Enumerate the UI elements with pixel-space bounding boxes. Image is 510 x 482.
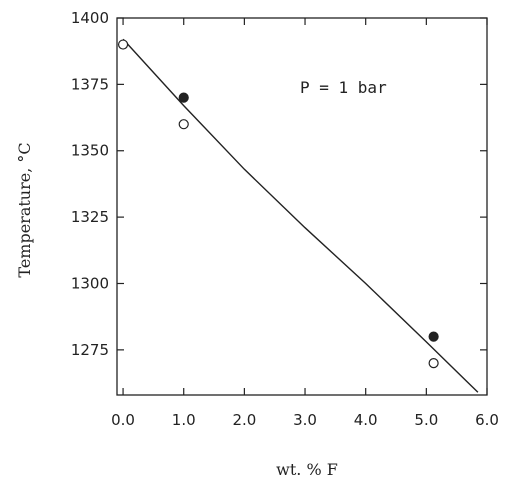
- x-tick-label: 4.0: [354, 411, 378, 429]
- y-tick-label: 1325: [71, 208, 109, 226]
- x-tick-label: 1.0: [172, 411, 196, 429]
- x-tick-label: 2.0: [232, 411, 256, 429]
- filled-data-point: [178, 92, 189, 103]
- y-axis-title: Temperature, °C: [15, 142, 34, 277]
- y-tick-label: 1275: [71, 341, 109, 359]
- filled-data-point: [428, 331, 439, 342]
- open-data-point: [428, 358, 439, 369]
- fit-line: [122, 38, 479, 393]
- x-tick-label: 6.0: [475, 411, 499, 429]
- y-tick-label: 1300: [71, 274, 109, 292]
- open-data-point: [178, 119, 189, 130]
- x-tick-label: 5.0: [414, 411, 438, 429]
- x-axis-title: wt. % F: [276, 460, 338, 479]
- open-data-point: [117, 39, 129, 50]
- plot-frame: [116, 17, 488, 396]
- y-tick-label: 1400: [71, 9, 109, 27]
- data-points: [117, 39, 439, 369]
- y-tick-label: 1350: [71, 142, 109, 160]
- ticks: 0.0 1.0 2.0 3.0 4.0 5.0 6.0 1400 1375 1350 1325 130…: [71, 9, 499, 429]
- y-tick-label: 1375: [71, 75, 109, 93]
- x-tick-label: 3.0: [293, 411, 317, 429]
- pressure-annotation: P = 1 bar: [300, 78, 387, 97]
- x-tick-label: 0.0: [111, 411, 135, 429]
- axes: [116, 17, 488, 396]
- fit-line-layer: [122, 38, 479, 393]
